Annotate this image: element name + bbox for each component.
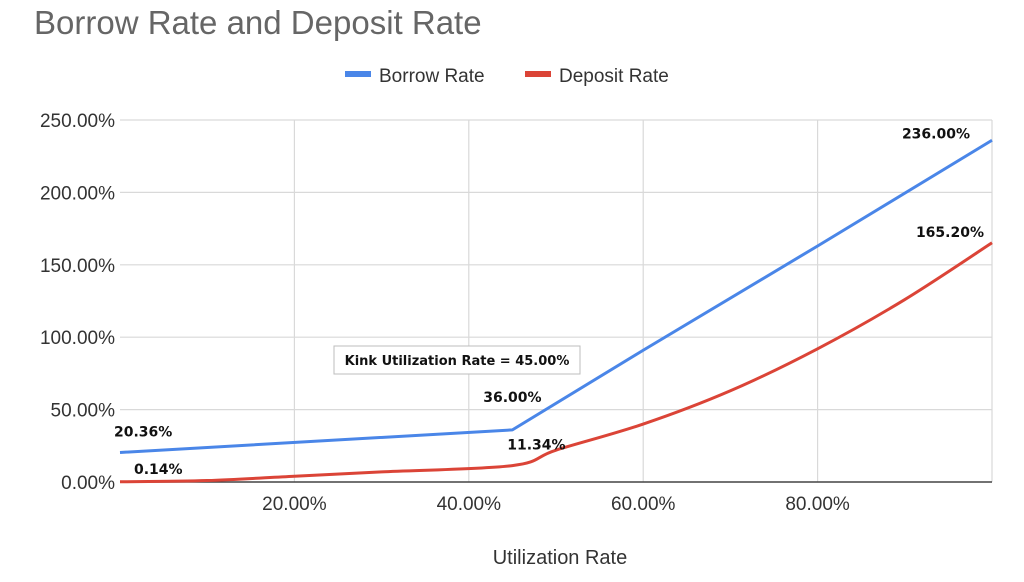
y-tick-label: 50.00% xyxy=(51,401,116,422)
data-label: 20.36% xyxy=(114,425,172,441)
data-label: 11.34% xyxy=(507,438,565,454)
axes: 0.00%50.00%100.00%150.00%200.00%250.00%2… xyxy=(40,111,992,515)
x-tick-label: 40.00% xyxy=(437,494,502,515)
data-label: 0.14% xyxy=(134,462,183,478)
annotation-box xyxy=(333,345,581,375)
series-line-borrow-rate xyxy=(119,138,993,455)
y-tick-label: 200.00% xyxy=(40,183,115,204)
x-tick-label: 60.00% xyxy=(611,494,676,515)
annotations: Kink Utilization Rate = 45.00% xyxy=(333,345,581,375)
x-tick-label: 20.00% xyxy=(262,494,327,515)
series-line-deposit-rate xyxy=(119,241,993,484)
y-tick-label: 150.00% xyxy=(40,256,115,277)
x-axis-title: Utilization Rate xyxy=(493,547,628,569)
data-label: 236.00% xyxy=(902,126,970,142)
y-tick-label: 0.00% xyxy=(61,473,115,494)
legend-label: Borrow Rate xyxy=(379,66,485,87)
data-label: 36.00% xyxy=(483,390,541,406)
y-tick-label: 250.00% xyxy=(40,111,115,132)
legend-label: Deposit Rate xyxy=(559,66,669,87)
series xyxy=(119,138,993,484)
legend: Borrow Rate Deposit Rate xyxy=(345,66,669,87)
y-tick-label: 100.00% xyxy=(40,328,115,349)
legend-swatch xyxy=(525,71,551,77)
grid xyxy=(120,119,993,482)
annotation-text: Kink Utilization Rate = 45.00% xyxy=(345,354,570,369)
x-tick-label: 80.00% xyxy=(785,494,850,515)
data-labels: 20.36% 0.14% 36.00% 11.34% 236.00% 165.20% xyxy=(114,126,984,478)
legend-swatch xyxy=(345,71,371,77)
chart-title: Borrow Rate and Deposit Rate xyxy=(34,4,482,41)
data-label: 165.20% xyxy=(916,225,984,241)
